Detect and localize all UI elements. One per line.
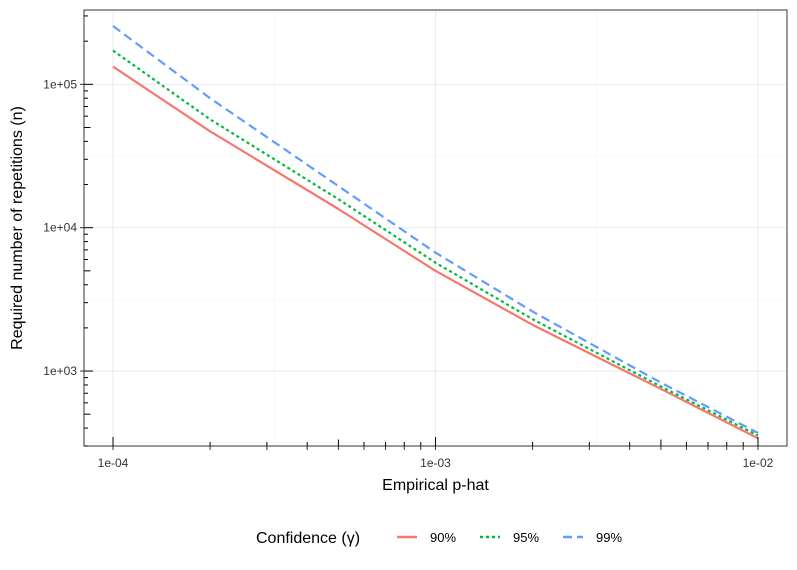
- series-line-95pct: [112, 49, 759, 437]
- x-tick-label: 1e-03: [420, 456, 451, 470]
- y-axis-title: Required number of repetitions (n): [9, 106, 26, 350]
- y-tick-label: 1e+05: [43, 77, 77, 91]
- legend-label: 99%: [596, 530, 622, 545]
- x-axis-title: Empirical p-hat: [382, 477, 489, 494]
- legend-label: 95%: [513, 530, 539, 545]
- series-layer: [112, 25, 759, 440]
- legend-title: Confidence (γ): [256, 530, 360, 547]
- y-axis: 1e+03 1e+04 1e+05: [43, 15, 93, 447]
- series-line-99pct: [112, 25, 759, 434]
- legend: Confidence (γ) 90% 95% 99%: [256, 530, 622, 547]
- series-line-90pct: [112, 65, 759, 440]
- x-axis: 1e-04 1e-03 1e-02: [98, 437, 774, 470]
- x-tick-label: 1e-04: [98, 456, 129, 470]
- y-tick-label: 1e+03: [43, 364, 77, 378]
- x-tick-label: 1e-02: [743, 456, 774, 470]
- major-gridlines: [84, 10, 787, 446]
- y-tick-label: 1e+04: [43, 221, 77, 235]
- legend-label: 90%: [430, 530, 456, 545]
